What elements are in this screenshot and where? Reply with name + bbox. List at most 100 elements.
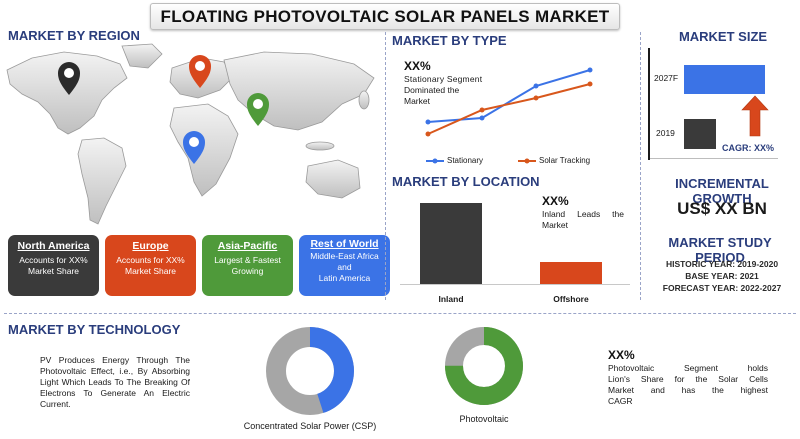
region-heading: MARKET BY REGION bbox=[8, 28, 140, 43]
africa-landmass bbox=[169, 103, 239, 197]
size-bar-2019 bbox=[684, 119, 716, 149]
tech-note-line: Market and has the highest bbox=[608, 385, 768, 395]
pv-donut-segment bbox=[445, 327, 523, 405]
tech-desc-line: Light Which Leads To The Breaking Of bbox=[40, 377, 190, 387]
asia-landmass bbox=[223, 51, 375, 131]
size-axis bbox=[648, 48, 650, 160]
location-axis bbox=[400, 284, 630, 285]
inland-label: Inland bbox=[438, 294, 464, 304]
growth-arrow-icon bbox=[741, 95, 769, 137]
europe-pin-icon bbox=[189, 55, 211, 88]
title-banner: FLOATING PHOTOVOLTAIC SOLAR PANELS MARKE… bbox=[150, 3, 620, 30]
australia-landmass bbox=[305, 159, 361, 199]
stationary-series-line bbox=[427, 69, 591, 123]
study-period-list: HISTORIC YEAR: 2019-2020 BASE YEAR: 2021… bbox=[648, 258, 796, 294]
growth-heading: INCREMENTAL GROWTH bbox=[675, 176, 769, 206]
location-description: Inland Leads the Market bbox=[542, 209, 624, 231]
size-bar-2027 bbox=[684, 65, 765, 94]
stationary-point bbox=[479, 115, 485, 121]
region-card-asia-pacific: Asia-Pacific Largest & Fastest Growing bbox=[202, 235, 293, 296]
size-heading: MARKET SIZE bbox=[678, 29, 768, 44]
type-line-chart bbox=[425, 67, 593, 137]
legend-marker bbox=[426, 158, 444, 163]
legend-stationary: Stationary bbox=[426, 156, 483, 165]
technology-description: PV Produces Energy Through The Photovolt… bbox=[40, 355, 190, 410]
region-card-title: North America bbox=[17, 240, 90, 252]
tech-desc-line: PV Produces Energy Through The bbox=[40, 355, 190, 365]
region-card-line: and bbox=[337, 262, 352, 272]
base-year: BASE YEAR: 2021 bbox=[685, 271, 759, 281]
region-card-title: Asia-Pacific bbox=[217, 240, 278, 252]
divider bbox=[385, 32, 386, 300]
region-card-line: Largest & Fastest bbox=[214, 255, 281, 265]
study-heading: MARKET STUDY PERIOD bbox=[668, 235, 772, 265]
region-card-line: Market Share bbox=[27, 266, 80, 276]
legend-marker bbox=[518, 158, 536, 163]
north-america-pin-icon bbox=[58, 62, 80, 95]
solar-tracking-series-line bbox=[427, 83, 591, 135]
csp-label: Concentrated Solar Power (CSP) bbox=[243, 421, 377, 431]
stationary-point bbox=[533, 83, 539, 89]
solar-tracking-point bbox=[533, 95, 539, 101]
csp-donut-segment bbox=[266, 327, 354, 415]
japan-landmass bbox=[358, 90, 370, 110]
region-card-line: Market Share bbox=[124, 266, 177, 276]
greenland-landmass bbox=[121, 43, 163, 69]
inland-bar bbox=[420, 203, 482, 284]
size-label-2019: 2019 bbox=[656, 128, 675, 138]
tech-note-line: Photovoltaic Segment holds bbox=[608, 363, 768, 373]
north-america-landmass bbox=[6, 51, 128, 135]
africa-pin-icon bbox=[183, 131, 205, 164]
tech-note-line: CAGR bbox=[608, 396, 633, 406]
growth-value: US$ XX BN bbox=[677, 199, 767, 218]
indonesia-landmass bbox=[305, 141, 335, 151]
divider bbox=[4, 313, 796, 314]
csp-donut-chart bbox=[266, 327, 354, 415]
world-map bbox=[6, 43, 375, 225]
tech-note-line: Lion's Share for the Solar Cells bbox=[608, 374, 768, 384]
cagr-label: CAGR: XX% bbox=[722, 143, 775, 153]
region-card-line: Accounts for XX% bbox=[116, 255, 185, 265]
solar-tracking-point bbox=[425, 131, 431, 137]
region-card-line: Accounts for XX% bbox=[19, 255, 88, 265]
legend-label: Stationary bbox=[447, 156, 484, 165]
solar-tracking-point bbox=[587, 81, 593, 87]
type-desc-line: Market bbox=[404, 96, 430, 106]
south-america-landmass bbox=[77, 137, 127, 225]
historic-year: HISTORIC YEAR: 2019-2020 bbox=[665, 259, 779, 269]
location-heading: MARKET BY LOCATION bbox=[392, 174, 540, 189]
size-baseline bbox=[650, 158, 778, 159]
divider bbox=[640, 32, 641, 300]
region-card-title: Europe bbox=[132, 240, 169, 252]
type-description: Stationary Segment Dominated the Market bbox=[404, 74, 496, 107]
page-title: FLOATING PHOTOVOLTAIC SOLAR PANELS MARKE… bbox=[160, 6, 610, 26]
size-label-2027: 2027F bbox=[654, 73, 679, 83]
tech-desc-line: Electrons To Generate An Electric bbox=[40, 388, 190, 398]
type-xx-value: XX% bbox=[404, 59, 431, 73]
legend-solar-tracking: Solar Tracking bbox=[518, 156, 590, 165]
pv-label: Photovoltaic bbox=[459, 414, 509, 424]
region-card-north-america: North America Accounts for XX% Market Sh… bbox=[8, 235, 99, 296]
stationary-point bbox=[587, 67, 593, 73]
location-desc-line: Inland Leads the bbox=[542, 209, 624, 219]
location-desc-line: Market bbox=[542, 220, 568, 230]
type-heading: MARKET BY TYPE bbox=[392, 33, 507, 48]
type-desc-line: Stationary Segment bbox=[404, 74, 483, 84]
tech-desc-line: Photovoltaic Effect, i.e., By Absorbing bbox=[40, 366, 190, 376]
legend-label: Solar Tracking bbox=[539, 156, 591, 165]
offshore-label: Offshore bbox=[553, 294, 589, 304]
asia-pin-icon bbox=[247, 93, 269, 126]
region-card-title: Rest of World bbox=[310, 238, 379, 250]
region-card-line: Growing bbox=[231, 266, 264, 276]
stationary-point bbox=[425, 119, 431, 125]
location-xx-value: XX% bbox=[542, 194, 569, 208]
technology-heading: MARKET BY TECHNOLOGY bbox=[8, 322, 181, 337]
technology-note: Photovoltaic Segment holds Lion's Share … bbox=[608, 363, 768, 407]
technology-xx-value: XX% bbox=[608, 348, 635, 362]
type-desc-line: Dominated the bbox=[404, 85, 460, 95]
region-card-line: Middle-East Africa bbox=[310, 251, 379, 261]
tech-desc-line: Current. bbox=[40, 399, 71, 409]
region-card-rest-of-world: Rest of World Middle-East Africa and Lat… bbox=[299, 235, 390, 296]
solar-tracking-point bbox=[479, 107, 485, 113]
region-card-europe: Europe Accounts for XX% Market Share bbox=[105, 235, 196, 296]
